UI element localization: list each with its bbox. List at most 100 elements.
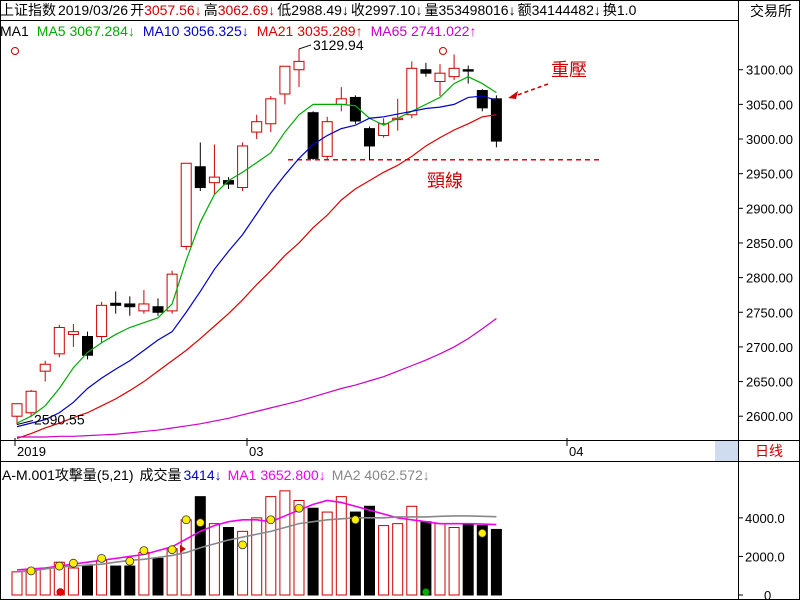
candle-body xyxy=(462,69,474,72)
volume-ma1-line xyxy=(16,499,497,571)
resistance-arrow-head xyxy=(508,91,518,99)
volume-bar xyxy=(378,525,390,596)
volume-signal-dot xyxy=(195,518,205,528)
volume-signal-dot xyxy=(139,546,149,556)
price-tick-label: 3050.00 xyxy=(746,97,793,112)
candle-body xyxy=(25,390,37,414)
volume-bar xyxy=(110,565,122,596)
volume-bar xyxy=(293,500,305,596)
volume-legend: A-M.001攻擊量(5,21) 成交量 3414↓ MA1 3652.800↓ MA2… xyxy=(2,465,436,485)
volume-buy-dot xyxy=(422,588,430,596)
ma21-legend: MA21 3035.289↑ xyxy=(256,23,363,39)
volume-bar xyxy=(420,521,432,596)
candle-body xyxy=(434,72,446,83)
exchange-button[interactable]: 交易所 xyxy=(750,3,792,19)
candle-body xyxy=(180,162,192,247)
high-marker-label: 3129.94 xyxy=(313,37,364,53)
volume-bar xyxy=(279,490,291,596)
amount-value: 34144482↓ xyxy=(531,2,601,18)
volume-bar xyxy=(152,557,164,596)
low-label: 低 xyxy=(277,2,292,18)
price-tick-label: 2800.00 xyxy=(746,271,793,286)
candle-body xyxy=(208,176,220,184)
volume-bar xyxy=(448,527,460,596)
volume-bar xyxy=(392,523,404,596)
high-marker-line xyxy=(298,44,312,50)
volume-bar xyxy=(349,511,361,596)
volume-signal-dot xyxy=(294,503,304,513)
volume-signal-dot xyxy=(238,540,248,550)
candle-body xyxy=(237,145,249,189)
volume-signal-dot xyxy=(125,556,135,566)
low-value: 2988.49↓ xyxy=(291,2,349,18)
ma-legend: MA1 MA5 3067.284↓ MA10 3056.325↓ MA21 3035.… xyxy=(0,21,484,41)
close-value: 2997.10↓ xyxy=(364,2,423,18)
volume-tick-label: 2000.0 xyxy=(745,549,785,564)
date-tick-label: 04 xyxy=(569,444,583,459)
candle-body xyxy=(138,303,150,312)
period-button-daily[interactable]: 日线 xyxy=(755,443,783,459)
candle-body xyxy=(39,363,51,372)
candle-body xyxy=(293,60,305,71)
volume-ma2-line xyxy=(16,515,497,573)
candle-body xyxy=(251,121,263,133)
ma10-legend: MA10 3056.325↓ xyxy=(142,23,249,39)
candle-body xyxy=(307,112,319,159)
volume-bar xyxy=(11,571,23,596)
high-label: 高 xyxy=(203,2,218,18)
volume-bar xyxy=(406,505,418,596)
volume-bar xyxy=(96,559,108,596)
volume-signal-dot xyxy=(477,528,487,538)
price-tick-label: 2950.00 xyxy=(746,167,793,182)
volume-signal-dot xyxy=(167,545,177,555)
low-marker-line xyxy=(16,420,34,426)
ma21-line xyxy=(16,114,497,439)
date-tick-label: 2019 xyxy=(17,444,46,459)
candle-body xyxy=(349,96,361,122)
price-tick-label: 2650.00 xyxy=(746,375,793,390)
volume-bar xyxy=(335,496,347,596)
volume-signal-dot xyxy=(97,553,106,563)
signal-marker xyxy=(439,47,447,55)
ma-legend-label: MA1 xyxy=(0,23,29,39)
volume-bar xyxy=(82,565,93,596)
amount-label: 额 xyxy=(517,2,532,18)
volume-indicator-label: A-M.001攻擊量(5,21) xyxy=(2,467,134,483)
volume-bar xyxy=(194,496,206,596)
candle-body xyxy=(194,166,206,189)
open-value: 3057.56↓ xyxy=(144,2,202,18)
ma5-legend: MA5 3067.284↓ xyxy=(36,23,135,39)
volume-bar xyxy=(251,517,263,596)
volume-bar xyxy=(476,525,488,596)
volume-bar xyxy=(490,528,502,596)
volume-bar xyxy=(67,567,79,596)
volume-signal-dot xyxy=(350,515,360,525)
volume-signal-dot xyxy=(181,515,191,525)
price-tick-label: 2900.00 xyxy=(746,201,793,216)
volume-bar xyxy=(462,523,474,596)
volume-bar xyxy=(364,505,375,596)
candle-body xyxy=(82,336,93,356)
volume-bar xyxy=(237,530,249,596)
close-label: 收 xyxy=(350,2,365,18)
candle-body xyxy=(335,98,347,105)
quote-header: 上证指数 2019/03/26 开3057.56↓ 高3062.69↓ 低2988.49… xyxy=(0,0,738,20)
ma10-line xyxy=(16,95,497,428)
turnover-value: 1.0 xyxy=(616,2,637,18)
volume-bar xyxy=(321,511,333,596)
turnover-label: 换 xyxy=(602,2,617,18)
candle-body xyxy=(420,69,432,74)
volume-bar xyxy=(223,527,234,596)
volume-bar xyxy=(307,507,319,596)
volume-bar xyxy=(265,496,277,596)
candle-body xyxy=(166,273,178,312)
volume-value: 353498016↓ xyxy=(438,2,516,18)
index-name: 上证指数 xyxy=(0,2,56,18)
candle-body xyxy=(265,98,277,125)
volume-signal-dot xyxy=(69,558,78,568)
quote-date: 2019/03/26 xyxy=(58,2,129,18)
candle-body xyxy=(96,304,108,338)
volume-tick-label: 4000.0 xyxy=(745,511,785,526)
candle-body xyxy=(53,327,65,355)
